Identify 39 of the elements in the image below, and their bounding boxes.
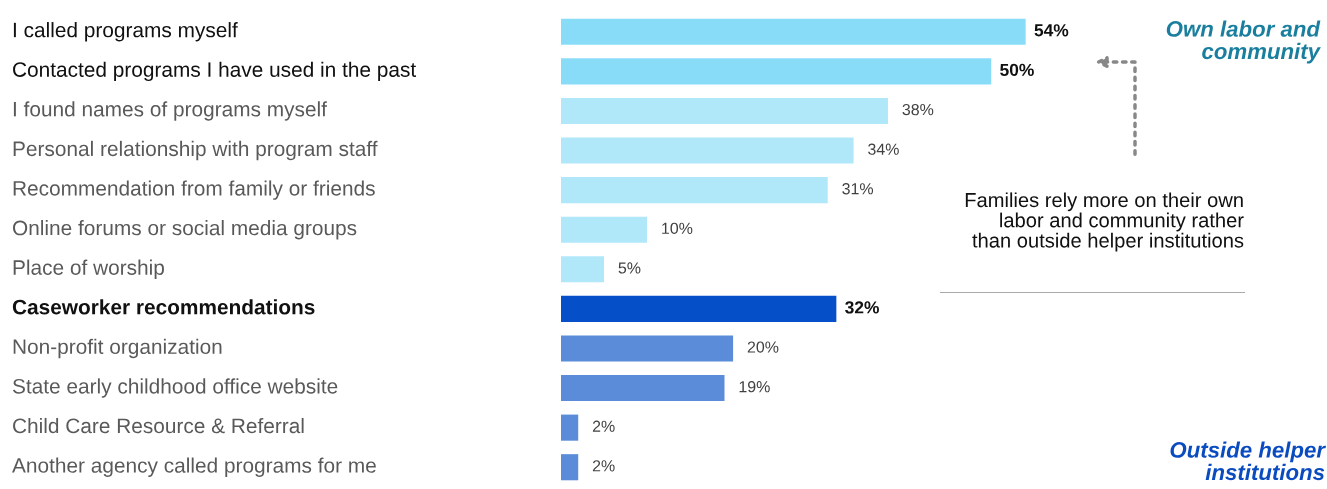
data-label: 2%	[592, 420, 615, 432]
y-tick-label: Caseworker recommendations	[12, 299, 315, 315]
bar	[561, 414, 579, 441]
bar	[561, 137, 854, 164]
data-label: 10%	[662, 222, 693, 234]
text: Own labor and community	[1166, 20, 1321, 64]
bar	[561, 177, 828, 204]
text: Outside helper institutions	[1170, 441, 1327, 481]
bar	[561, 454, 579, 481]
y-tick-label: Child Care Resource & Referral	[13, 417, 304, 434]
bar	[561, 295, 837, 322]
y-tick-label: Place of worship	[13, 259, 164, 279]
y-tick-label: Non-profit organization	[13, 338, 222, 359]
data-label: 31%	[842, 183, 874, 195]
y-tick-label: State early childhood office website	[12, 378, 338, 398]
y-tick-label: Another agency called programs for me	[12, 457, 376, 477]
data-label: 34%	[868, 143, 899, 155]
data-label: 38%	[902, 103, 934, 116]
data-label: 2%	[592, 460, 615, 472]
bar	[561, 18, 1026, 45]
bar	[561, 97, 888, 125]
bar	[561, 374, 725, 402]
y-tick-label: Recommendation from family or friends	[13, 180, 375, 200]
data-label: 50%	[1000, 63, 1034, 77]
y-tick-label: Online forums or social media groups	[12, 220, 357, 240]
data-label: 32%	[845, 301, 879, 314]
y-tick-label: Personal relationship with program staff	[13, 140, 378, 161]
data-label: 19%	[739, 381, 770, 393]
bar	[561, 256, 605, 283]
bar	[561, 216, 648, 243]
bar	[561, 58, 992, 85]
y-tick-label: Contacted programs I have used in the past	[13, 61, 417, 82]
data-label: 5%	[618, 262, 641, 274]
annotation: Families rely more on their own labor and community rather than outside helper institutions	[965, 192, 1244, 252]
bar	[561, 335, 734, 362]
data-label: 20%	[747, 341, 779, 353]
y-tick-label: I found names of programs myself	[13, 101, 327, 121]
y-tick-label: I called programs myself	[13, 22, 238, 42]
data-label: 54%	[1034, 24, 1069, 37]
